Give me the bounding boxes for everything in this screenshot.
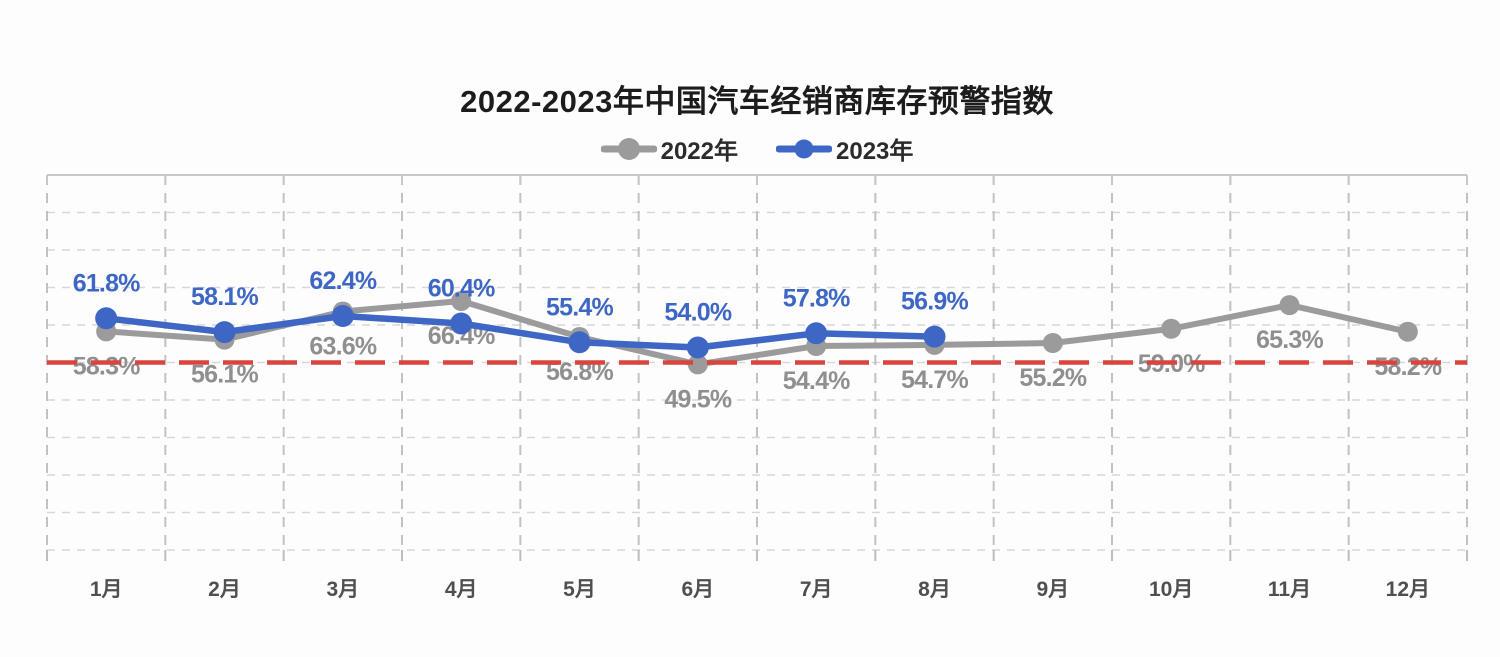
x-axis-label-1月: 1月	[90, 578, 123, 601]
data-label-2022年-9月: 55.2%	[1019, 364, 1086, 392]
data-label-2023年-7月: 57.8%	[783, 284, 850, 312]
point-2023年-1月	[95, 307, 118, 330]
data-label-2023年-6月: 54.0%	[664, 299, 731, 327]
x-axis-label-12月: 12月	[1386, 578, 1430, 601]
data-label-2023年-8月: 56.9%	[901, 288, 968, 316]
data-label-2022年-12月: 58.2%	[1374, 353, 1441, 381]
x-axis-label-10月: 10月	[1149, 578, 1193, 601]
x-axis-label-4月: 4月	[445, 578, 478, 601]
data-label-2023年-3月: 62.4%	[309, 267, 376, 295]
legend-label-2022: 2022年	[660, 138, 738, 165]
data-label-2022年-1月: 58.3%	[73, 352, 140, 380]
point-2022年-10月	[1161, 318, 1182, 339]
legend: 2022年 2023年	[0, 131, 1500, 166]
point-2022年-11月	[1279, 295, 1300, 316]
legend-label-2023: 2023年	[836, 138, 914, 165]
point-2023年-6月	[686, 336, 709, 359]
point-2023年-3月	[331, 305, 354, 327]
x-axis-label-3月: 3月	[326, 578, 359, 601]
data-label-2022年-8月: 54.7%	[901, 366, 968, 394]
data-label-2023年-2月: 58.1%	[191, 283, 258, 311]
point-2023年-4月	[450, 312, 473, 335]
legend-item-2022[interactable]: 2022年	[600, 131, 738, 166]
x-axis-label-2月: 2月	[208, 578, 241, 601]
point-2023年-8月	[923, 325, 946, 348]
point-2023年-2月	[213, 321, 236, 344]
data-label-2023年-5月: 55.4%	[546, 293, 613, 321]
point-2022年-12月	[1397, 321, 1418, 342]
data-label-2023年-4月: 60.4%	[428, 275, 495, 303]
point-2022年-4月	[451, 291, 472, 311]
data-label-2022年-2月: 56.1%	[191, 361, 258, 389]
point-2023年-7月	[805, 322, 828, 345]
x-axis-label-9月: 9月	[1036, 578, 1069, 601]
point-2022年-6月	[687, 354, 708, 375]
data-label-2022年-6月: 49.5%	[664, 385, 731, 413]
legend-item-2023[interactable]: 2023年	[776, 131, 913, 166]
point-2023年-5月	[568, 331, 591, 354]
x-axis-label-7月: 7月	[800, 578, 833, 601]
legend-marker-2022-icon	[600, 137, 657, 160]
x-axis-label-6月: 6月	[681, 578, 714, 601]
legend-marker-2023-icon	[776, 139, 832, 158]
data-label-2022年-11月: 65.3%	[1256, 326, 1323, 354]
chart-title: 2022-2023年中国汽车经销商库存预警指数	[460, 84, 1054, 119]
x-axis-label-5月: 5月	[563, 578, 596, 601]
x-axis-label-8月: 8月	[918, 578, 951, 601]
data-label-2023年-1月: 61.8%	[73, 269, 140, 297]
point-2022年-9月	[1042, 333, 1063, 353]
data-label-2022年-3月: 63.6%	[309, 333, 376, 361]
data-label-2022年-7月: 54.4%	[783, 367, 850, 395]
x-axis-label-11月: 11月	[1268, 578, 1311, 601]
line-2023年	[102, 312, 938, 351]
